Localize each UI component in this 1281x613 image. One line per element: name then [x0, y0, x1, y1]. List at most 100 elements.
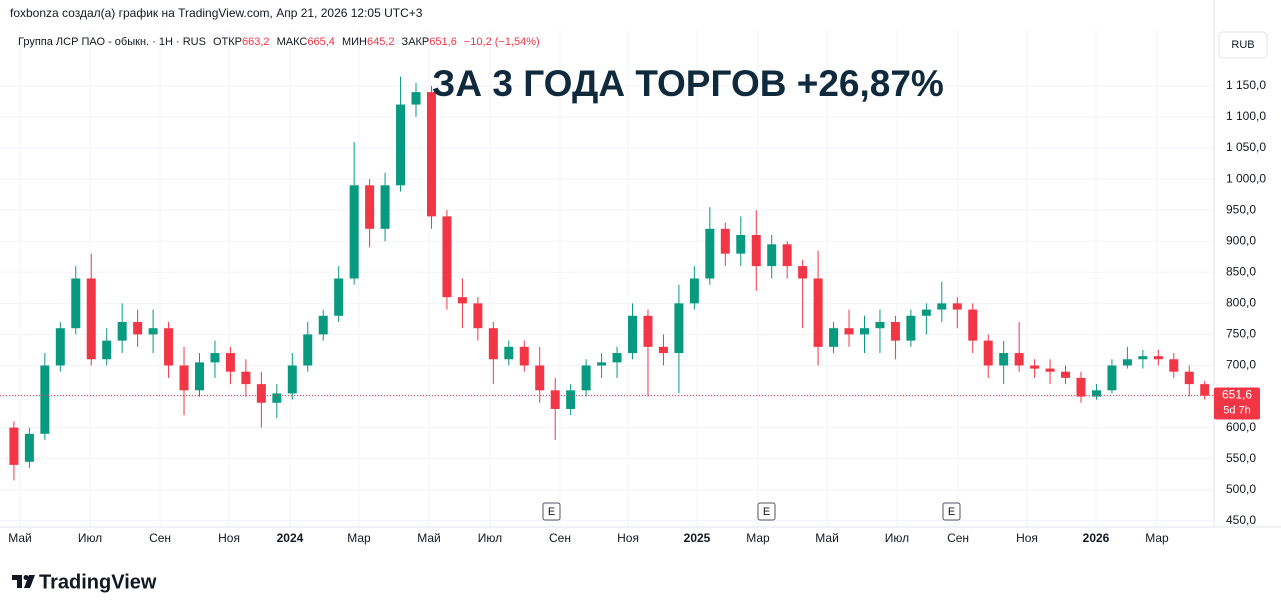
candle-body	[813, 278, 823, 347]
candle-body	[102, 340, 112, 360]
candle-body	[241, 371, 251, 385]
candle-body	[1122, 359, 1132, 366]
y-tick-label: 500,0	[1226, 482, 1256, 496]
candle-body	[1091, 390, 1101, 397]
x-tick-label: Май	[815, 531, 839, 545]
candle-body	[952, 303, 962, 310]
candle-body	[519, 346, 529, 366]
candles	[9, 76, 1210, 481]
candle-body	[411, 92, 421, 105]
legend: Группа ЛСР ПАО - обыкн. · 1Н · RUS ОТКР6…	[18, 36, 540, 48]
y-tick-label: 600,0	[1226, 420, 1256, 434]
candle-body	[1107, 365, 1117, 391]
candle-body	[983, 340, 993, 366]
x-tick-label: Сен	[149, 531, 171, 545]
y-tick-label: 850,0	[1226, 264, 1256, 278]
candle-body	[24, 433, 34, 462]
x-tick-label: Сен	[947, 531, 969, 545]
candle-body	[71, 278, 81, 329]
x-tick-label: Ноя	[218, 531, 240, 545]
candle-body	[566, 390, 576, 409]
x-tick-label: Мар	[347, 531, 371, 545]
candle-body	[550, 390, 560, 409]
currency-button[interactable]	[1218, 31, 1268, 59]
candle-body	[1200, 384, 1210, 396]
candle-body	[40, 365, 50, 434]
logo-text: TradingView	[39, 571, 157, 593]
candle-body	[473, 303, 483, 329]
candle-body	[86, 278, 96, 360]
x-tick-label: 2024	[277, 531, 304, 545]
candle-body	[488, 328, 498, 360]
logo: TradingView	[12, 571, 157, 593]
open: 663,2	[242, 36, 270, 48]
candle-body	[194, 362, 204, 391]
candle-body	[999, 353, 1009, 366]
x-tick-label: Май	[8, 531, 32, 545]
y-tick-label: 1 100,0	[1226, 109, 1266, 123]
candle-body	[535, 365, 545, 391]
candle-body	[334, 278, 344, 316]
candle-body	[736, 235, 746, 254]
event-marker[interactable]	[757, 502, 776, 521]
x-tick-label: Ноя	[1016, 531, 1038, 545]
candle-body	[1076, 377, 1086, 397]
candle-body	[442, 216, 452, 298]
candle-body	[55, 328, 65, 366]
candle-body	[256, 384, 266, 403]
open-label: ОТКР	[213, 36, 242, 48]
candle-body	[1153, 356, 1163, 360]
candle-body	[658, 346, 668, 354]
x-tick-label: Сен	[549, 531, 571, 545]
countdown: 5d 7h	[1223, 404, 1251, 416]
candle-body	[349, 185, 359, 279]
y-tick-label: 1 000,0	[1226, 171, 1266, 185]
y-tick-label: 550,0	[1226, 451, 1256, 465]
candle-body	[396, 104, 406, 186]
candle-body	[890, 321, 900, 341]
y-tick-label: 950,0	[1226, 202, 1256, 216]
candle-body	[1045, 368, 1055, 372]
last-price-tag	[1214, 387, 1260, 420]
candle-body	[844, 328, 854, 335]
y-tick-label: 900,0	[1226, 233, 1256, 247]
x-tick-label: Май	[417, 531, 441, 545]
candle-body	[426, 92, 436, 217]
candle-body	[612, 353, 622, 363]
logo-icon	[12, 575, 35, 588]
candle-body	[705, 228, 715, 279]
event-label: E	[948, 506, 955, 518]
close: 651,6	[429, 36, 457, 48]
candle-body	[210, 353, 220, 363]
event-label: E	[763, 506, 770, 518]
y-tick-label: 1 150,0	[1226, 78, 1266, 92]
change: −10,2 (−1,54%)	[464, 36, 540, 48]
candle-body	[287, 365, 297, 394]
candle-body	[1138, 356, 1148, 360]
candle-body	[643, 315, 653, 347]
candle-body	[133, 321, 143, 335]
high-label: МАКС	[277, 36, 308, 48]
candle-body	[272, 393, 282, 403]
candle-body	[628, 315, 638, 354]
x-tick-label: Июл	[78, 531, 102, 545]
x-tick-label: Июл	[478, 531, 502, 545]
low-label: МИН	[342, 36, 367, 48]
candle-body	[597, 362, 607, 366]
header: foxbonza создал(а) график на TradingView…	[10, 6, 423, 20]
x-tick-label: Мар	[746, 531, 770, 545]
event-markers: E E E	[542, 502, 961, 521]
event-marker[interactable]	[942, 502, 961, 521]
candle-body	[689, 278, 699, 304]
candle-body	[303, 334, 313, 366]
y-tick-label: 800,0	[1226, 296, 1256, 310]
y-tick-label: 750,0	[1226, 327, 1256, 341]
x-tick-label: Мар	[1145, 531, 1169, 545]
y-tick-label: 700,0	[1226, 358, 1256, 372]
candle-body	[504, 346, 514, 360]
candle-body	[782, 244, 792, 267]
candle-body	[859, 328, 869, 335]
last-price-label: 651,6	[1222, 388, 1252, 402]
event-marker[interactable]	[542, 502, 561, 521]
